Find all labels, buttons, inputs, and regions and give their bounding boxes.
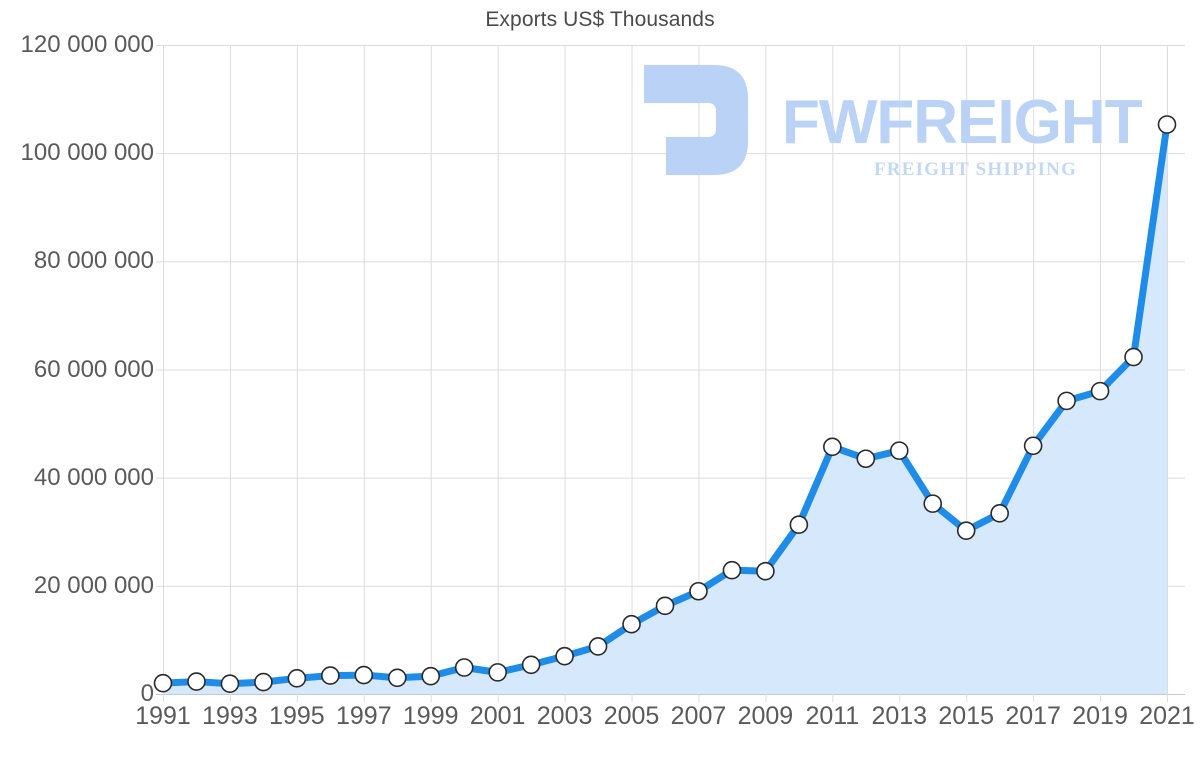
data-point-marker[interactable] <box>722 560 742 580</box>
x-axis-tick-label: 2011 <box>805 702 860 730</box>
data-point-markers <box>153 115 1177 694</box>
data-point-marker[interactable] <box>956 521 976 540</box>
data-point-marker[interactable] <box>823 437 842 457</box>
x-axis-tick-label: 2013 <box>871 702 928 730</box>
data-point-marker[interactable] <box>220 674 240 694</box>
chart-title: Exports US$ Thousands <box>485 8 715 31</box>
data-point-marker[interactable] <box>923 494 943 513</box>
data-point-marker[interactable] <box>488 663 507 682</box>
data-point-marker[interactable] <box>856 449 876 469</box>
data-point-marker[interactable] <box>789 515 809 535</box>
data-point-marker[interactable] <box>521 655 541 675</box>
x-axis-tick-label: 2021 <box>1139 702 1195 730</box>
area-fill <box>163 124 1167 694</box>
data-point-marker[interactable] <box>387 668 407 688</box>
y-axis-tick-label: 100 000 000 <box>20 139 154 167</box>
x-axis-tick-label: 1995 <box>269 702 325 730</box>
data-point-marker[interactable] <box>321 666 340 685</box>
y-axis-tick-label: 40 000 000 <box>33 463 154 491</box>
data-point-marker[interactable] <box>756 561 775 581</box>
data-point-marker[interactable] <box>1157 115 1177 134</box>
x-axis-tick-label: 2017 <box>1005 702 1061 730</box>
y-axis-tick-label: 80 000 000 <box>33 247 154 275</box>
data-point-marker[interactable] <box>1057 391 1076 411</box>
y-axis-tick-label: 60 000 000 <box>33 355 154 383</box>
data-point-marker[interactable] <box>287 669 307 688</box>
x-axis-tick-label: 1997 <box>335 702 392 730</box>
data-point-marker[interactable] <box>1090 381 1110 401</box>
data-point-marker[interactable] <box>1124 347 1143 367</box>
x-axis-tick-label: 2015 <box>938 702 994 730</box>
data-point-marker[interactable] <box>254 672 273 692</box>
data-point-marker[interactable] <box>421 666 441 686</box>
y-axis-tick-label: 120 000 000 <box>20 31 154 58</box>
data-point-marker[interactable] <box>354 665 374 685</box>
data-point-marker[interactable] <box>990 504 1009 523</box>
data-point-marker[interactable] <box>588 637 608 656</box>
data-point-marker[interactable] <box>1023 436 1043 456</box>
x-axis-tick-label: 2003 <box>536 702 593 730</box>
data-point-marker[interactable] <box>655 596 675 616</box>
y-axis-tick-label: 0 <box>140 680 154 707</box>
x-axis-tick-label: 1999 <box>402 702 459 730</box>
x-axis-tick-label: 2007 <box>670 702 727 730</box>
data-point-marker[interactable] <box>889 441 909 460</box>
data-point-marker[interactable] <box>153 673 173 693</box>
data-point-marker[interactable] <box>454 658 474 677</box>
x-axis-tick-label: 2009 <box>737 702 794 730</box>
x-axis-tick-label: 2001 <box>469 702 526 730</box>
x-axis-tick-label: 2019 <box>1072 702 1128 730</box>
data-point-marker[interactable] <box>622 614 641 634</box>
x-axis-tick-label: 1993 <box>202 702 258 730</box>
data-point-marker[interactable] <box>555 646 574 666</box>
data-point-marker[interactable] <box>689 581 708 601</box>
x-axis-tick-label: 2005 <box>603 702 660 730</box>
y-axis-tick-label: 20 000 000 <box>33 571 154 599</box>
data-point-marker[interactable] <box>187 672 206 691</box>
x-axis-tick-label: 1991 <box>135 702 191 730</box>
